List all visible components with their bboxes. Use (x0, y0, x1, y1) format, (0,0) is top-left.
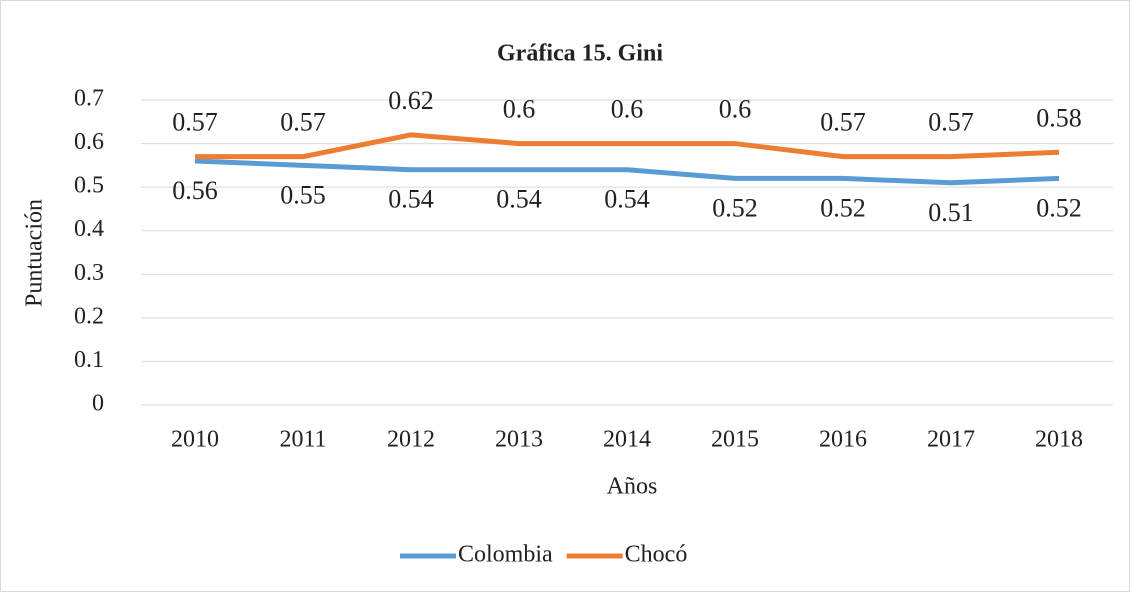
x-tick-label: 2011 (279, 427, 326, 453)
y-tick-label: 0 (92, 391, 104, 417)
data-label: 0.56 (172, 176, 218, 205)
series-line (194, 158, 1060, 186)
x-tick-label: 2013 (495, 427, 543, 453)
x-tick-label: 2010 (171, 427, 219, 453)
y-tick-label: 0.4 (74, 216, 104, 242)
data-label: 0.55 (280, 180, 326, 209)
y-tick-label: 0.7 (74, 86, 104, 112)
y-tick-label: 0.2 (74, 303, 104, 329)
data-label: 0.54 (496, 185, 542, 214)
data-label: 0.57 (928, 108, 974, 137)
data-label: 0.57 (280, 108, 326, 137)
legend-label: Chocó (625, 542, 688, 568)
y-tick-label: 0.5 (74, 173, 104, 199)
chart-title: Gráfica 15. Gini (497, 41, 663, 67)
data-label: 0.57 (820, 108, 866, 137)
data-label: 0.58 (1036, 103, 1082, 132)
data-label: 0.54 (388, 185, 434, 214)
x-tick-label: 2016 (819, 427, 867, 453)
y-tick-label: 0.3 (74, 260, 104, 286)
y-axis-label: Puntuación (22, 199, 48, 307)
y-tick-label: 0.6 (74, 129, 104, 155)
data-label: 0.57 (172, 108, 218, 137)
x-tick-label: 2015 (711, 427, 759, 453)
data-label: 0.6 (719, 95, 752, 124)
data-label: 0.62 (388, 86, 434, 115)
legend-label: Colombia (458, 542, 553, 568)
series-line (195, 132, 1060, 160)
x-tick-label: 2014 (603, 427, 651, 453)
x-tick-label: 2012 (387, 427, 435, 453)
data-label: 0.6 (611, 95, 644, 124)
data-label: 0.52 (712, 193, 758, 222)
data-label: 0.52 (820, 193, 866, 222)
data-label: 0.6 (503, 95, 536, 124)
data-label: 0.52 (1036, 193, 1082, 222)
x-axis-label: Años (607, 474, 658, 500)
data-label: 0.51 (928, 198, 974, 227)
x-tick-label: 2017 (927, 427, 975, 453)
x-tick-label: 2018 (1035, 427, 1083, 453)
y-tick-label: 0.1 (74, 347, 104, 373)
data-label: 0.54 (604, 185, 650, 214)
